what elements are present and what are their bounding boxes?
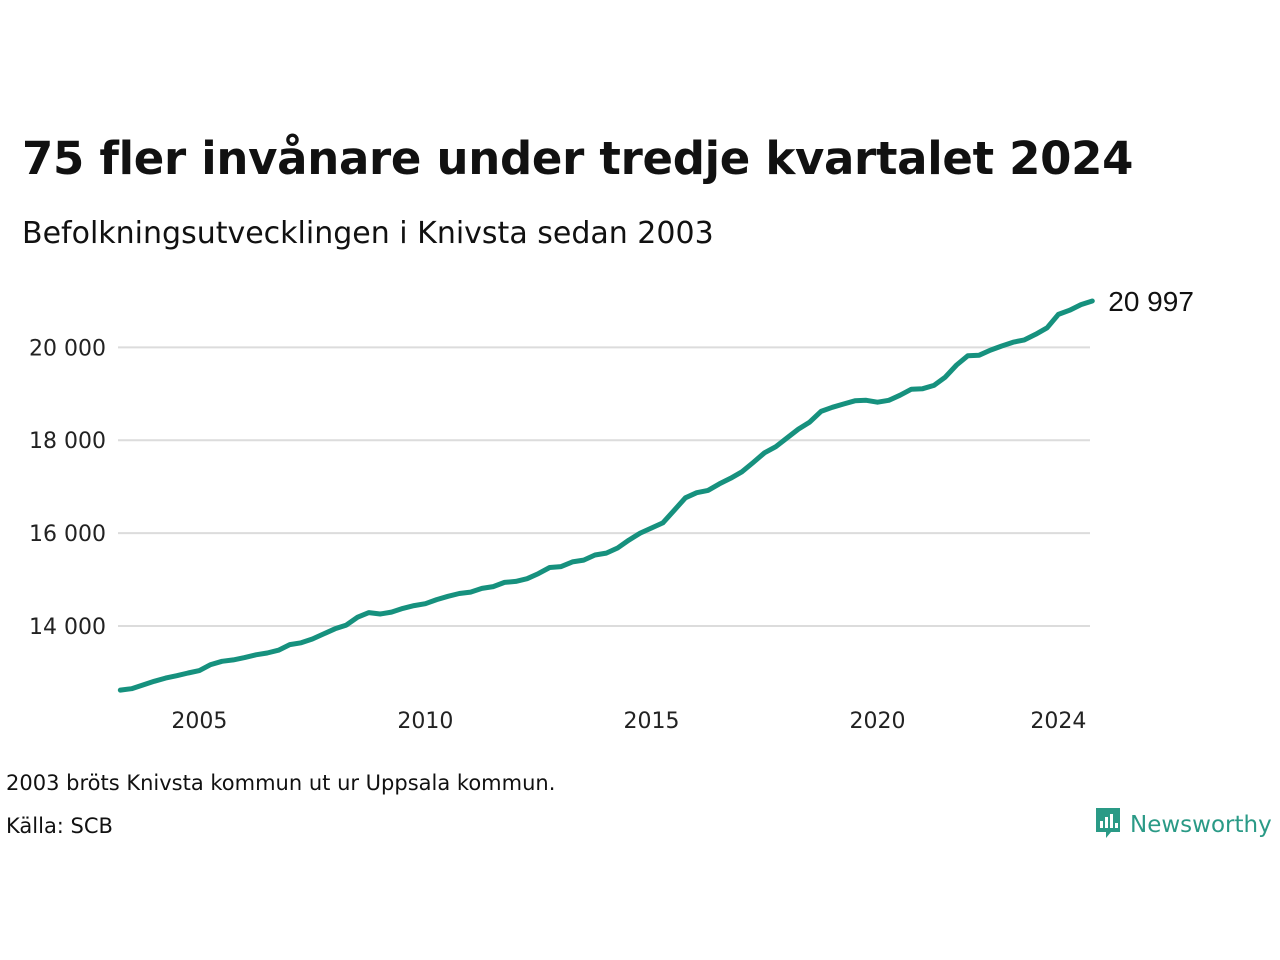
brand-logo: Newsworthy [1094, 806, 1272, 844]
y-tick-label: 20 000 [29, 336, 106, 361]
x-tick-label: 2020 [850, 709, 906, 734]
chart-title: 75 fler invånare under tredje kvartalet … [22, 132, 1134, 185]
y-axis-ticks: 14 000 16 000 18 000 20 000 [29, 336, 106, 640]
gridlines [118, 346, 1090, 628]
population-series-line [117, 298, 1095, 693]
y-tick-label: 14 000 [29, 615, 106, 640]
x-tick-label: 2005 [171, 709, 227, 734]
end-value-label: 20 997 [1108, 286, 1194, 317]
brand-name: Newsworthy [1130, 812, 1272, 838]
y-tick-label: 18 000 [29, 429, 106, 454]
footnote: 2003 bröts Knivsta kommun ut ur Uppsala … [6, 771, 556, 795]
x-axis-ticks: 2005 2010 2015 2020 2024 [171, 709, 1086, 734]
x-tick-label: 2010 [397, 709, 453, 734]
chart-subtitle: Befolkningsutvecklingen i Knivsta sedan … [22, 216, 714, 251]
y-tick-label: 16 000 [29, 522, 106, 547]
x-tick-label: 2015 [623, 709, 679, 734]
newsworthy-logo-icon [1094, 806, 1122, 844]
source-note: Källa: SCB [6, 814, 113, 838]
x-tick-label: 2024 [1030, 709, 1086, 734]
